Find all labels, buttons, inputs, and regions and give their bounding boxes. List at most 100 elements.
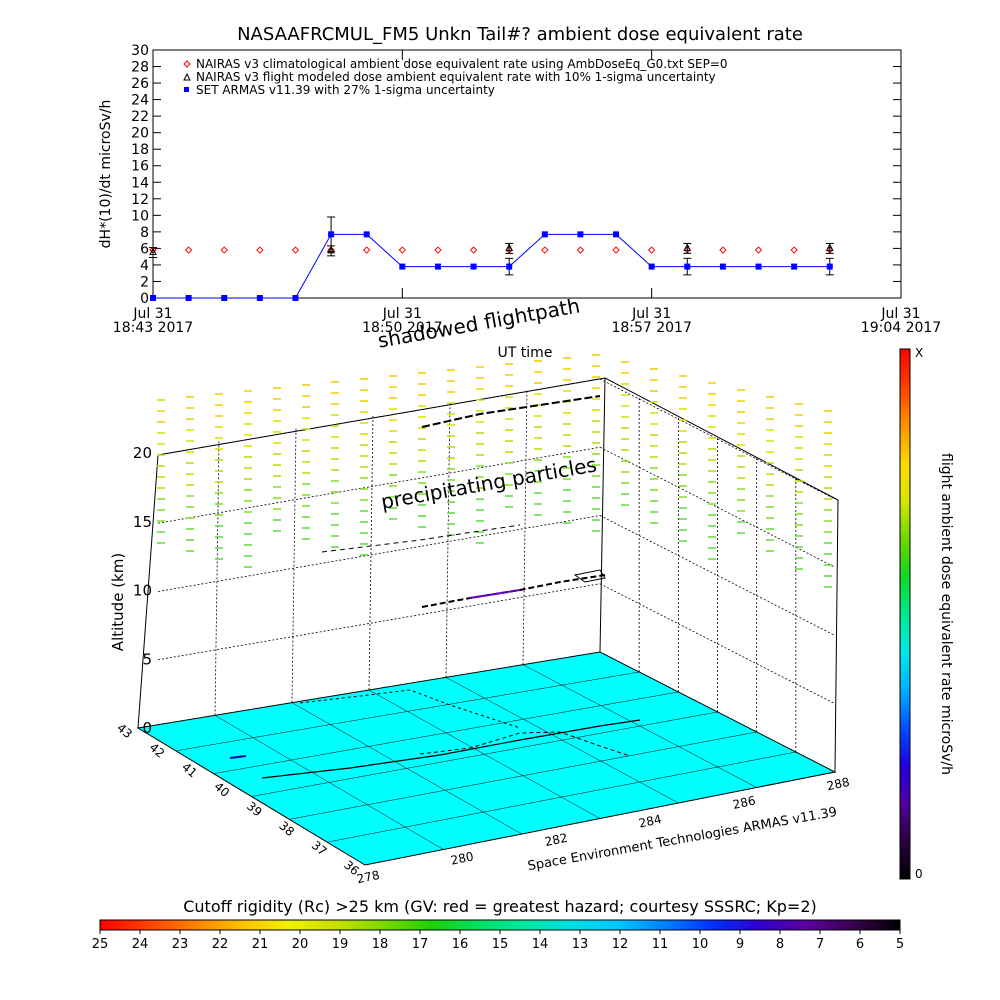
altitude-grid-line — [157, 378, 601, 456]
longitude-tick-label: 286 — [732, 793, 757, 811]
cutoff-rigidity-label: Cutoff rigidity (Rc) >25 km (GV: red = g… — [183, 897, 817, 916]
armas-point — [256, 295, 263, 301]
y-tick-label: 2 — [140, 274, 149, 290]
y-tick-label: 16 — [131, 159, 149, 175]
rigidity-tick-label: 15 — [492, 937, 509, 952]
chart-title: NASAAFRCMUL_FM5 Unkn Tail#? ambient dose… — [237, 24, 803, 45]
modeled-point — [505, 243, 513, 251]
y-tick-label: 26 — [131, 76, 149, 92]
axis-edge — [137, 454, 159, 729]
rigidity-tick-label: 6 — [856, 937, 864, 952]
climatological-point — [576, 246, 585, 254]
dose-rate-colorbar-gradient — [899, 348, 911, 880]
flightpath-colored-segment — [469, 589, 521, 599]
armas-point — [470, 263, 477, 270]
modeled-point — [149, 247, 157, 256]
armas-point — [506, 263, 513, 270]
rigidity-tick-label: 7 — [816, 937, 824, 952]
y-tick-label: 24 — [131, 93, 149, 109]
longitude-tick-label: 280 — [450, 849, 475, 867]
x-tick-label: 18:43 2017 — [113, 320, 193, 336]
rigidity-tick-label: 14 — [532, 937, 549, 952]
armas-point — [684, 263, 691, 270]
coastline-trace — [229, 755, 247, 759]
climatological-point — [790, 246, 798, 254]
wall-grid-line — [214, 440, 220, 716]
climatological-point — [398, 246, 407, 254]
rigidity-tick-label: 19 — [332, 937, 349, 952]
modeled-point — [327, 245, 335, 254]
rigidity-tick-label: 25 — [92, 937, 109, 952]
x-tick-label: Jul 31 — [382, 306, 422, 322]
x-tick-label: 18:50 2017 — [362, 320, 442, 336]
rigidity-tick-label: 13 — [572, 937, 589, 952]
flightpath-3d — [229, 395, 641, 779]
armas-point — [755, 263, 762, 270]
top-x-axis-label: UT time — [498, 345, 553, 361]
shadowed-flightpath-annotation: shadowed flightpath — [376, 294, 582, 353]
x-tick-label: 19:04 2017 — [861, 320, 941, 336]
wall-grid-line — [291, 427, 297, 703]
grid-3d — [157, 378, 836, 850]
wall-grid-line — [445, 402, 451, 678]
climatological-point — [719, 246, 727, 254]
legend-entry: NAIRAS v3 flight modeled dose ambient eq… — [196, 70, 716, 84]
top-chart-frame — [152, 49, 902, 299]
armas-point — [221, 295, 228, 301]
climatological-point — [469, 246, 478, 254]
climatological-point — [434, 246, 442, 254]
axis-edge — [604, 377, 839, 501]
y-tick-label: 18 — [131, 142, 149, 158]
armas-point — [363, 231, 370, 238]
rigidity-tick-label: 21 — [252, 937, 269, 952]
armas-point — [541, 231, 548, 238]
armas-point — [328, 231, 335, 238]
climatological-point — [291, 246, 300, 254]
armas-point — [791, 263, 798, 270]
axis-edge — [834, 499, 839, 773]
x-tick-label: Jul 31 — [132, 306, 172, 322]
rigidity-tick-label: 16 — [452, 937, 469, 952]
altitude-tick-label: 10 — [133, 582, 152, 600]
climatological-point — [220, 246, 228, 254]
cutoff-rigidity-gradient — [99, 919, 901, 931]
colorbar-max-label: X — [915, 346, 923, 360]
cutoff-rigidity-colorbar: Cutoff rigidity (Rc) >25 km (GV: red = g… — [92, 897, 904, 952]
armas-point — [719, 263, 726, 270]
rigidity-tick-label: 18 — [372, 937, 389, 952]
x-tick-label: 18:57 2017 — [611, 320, 691, 336]
modeled-point — [825, 243, 834, 251]
colorbar-label: flight ambient dose equivalent rate micr… — [938, 453, 954, 775]
longitude-axis: 278 280 282 284 286 288 — [356, 775, 851, 886]
axis-edge — [599, 377, 606, 653]
y-tick-label: 8 — [140, 225, 149, 241]
armas-point — [434, 263, 441, 270]
climatological-point — [754, 246, 763, 254]
armas-point — [613, 231, 620, 238]
armas-point — [648, 263, 655, 270]
y-tick-label: 20 — [131, 126, 149, 142]
top-legend: NAIRAS v3 climatological ambient dose eq… — [183, 57, 728, 97]
longitude-tick-label: 282 — [544, 831, 569, 849]
armas-point — [185, 295, 192, 301]
armas-point — [292, 295, 299, 301]
climatological-point — [541, 246, 549, 254]
x-tick-label: Jul 31 — [880, 306, 920, 322]
y-tick-label: 6 — [140, 241, 149, 257]
ground-track — [261, 719, 641, 779]
rigidity-tick-label: 8 — [776, 937, 784, 952]
precipitating-particle-marks — [157, 354, 832, 588]
longitude-tick-label: 278 — [356, 868, 381, 886]
shadowed-flightpath-trace — [421, 395, 601, 428]
rigidity-tick-label: 5 — [896, 937, 904, 952]
colorbar-min-label: 0 — [915, 867, 923, 881]
longitude-tick-label: 288 — [826, 775, 851, 793]
rigidity-tick-label: 10 — [692, 937, 709, 952]
armas-point — [826, 263, 833, 270]
modeled-point — [683, 243, 692, 251]
y-tick-label: 4 — [140, 258, 149, 274]
top-series — [149, 216, 834, 301]
